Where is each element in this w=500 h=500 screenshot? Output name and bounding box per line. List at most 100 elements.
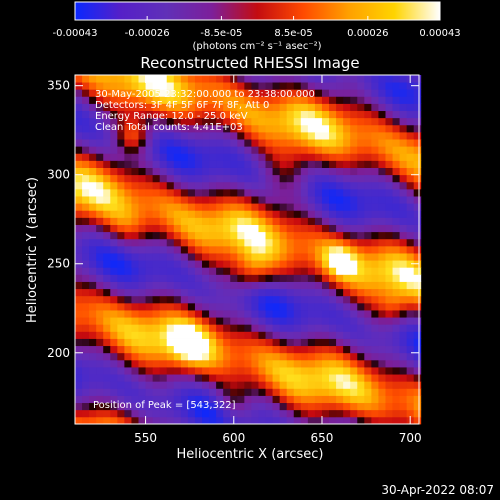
heatmap-cell	[75, 310, 83, 318]
heatmap-cell	[202, 210, 210, 218]
heatmap-cell	[251, 131, 259, 140]
heatmap-cell	[385, 310, 393, 318]
heatmap-cell	[187, 231, 196, 240]
heatmap-cell	[230, 281, 238, 290]
heatmap-cell	[279, 295, 288, 304]
heatmap-cell	[307, 139, 316, 147]
heatmap-cell	[321, 331, 330, 339]
heatmap-cell	[357, 217, 365, 225]
heatmap-cell	[103, 174, 111, 183]
heatmap-cell	[350, 139, 358, 147]
heatmap-cell	[89, 345, 97, 354]
heatmap-cell	[103, 89, 111, 97]
heatmap-cell	[145, 188, 154, 197]
heatmap-cell	[293, 253, 302, 261]
heatmap-cell	[187, 274, 196, 282]
heatmap-cell	[385, 367, 393, 375]
heatmap-cell	[343, 203, 351, 211]
heatmap-cell	[265, 110, 273, 119]
heatmap-cell	[279, 245, 288, 254]
heatmap-cell	[187, 139, 196, 147]
heatmap-cell	[413, 395, 422, 404]
heatmap-cell	[392, 167, 400, 176]
heatmap-cell	[307, 160, 316, 168]
heatmap-cell	[392, 331, 400, 339]
heatmap-cell	[399, 153, 408, 161]
heatmap-cell	[399, 245, 408, 254]
heatmap-cell	[166, 146, 175, 154]
heatmap-cell	[364, 267, 372, 275]
heatmap-cell	[286, 181, 295, 190]
heatmap-cell	[350, 317, 358, 325]
heatmap-cell	[265, 139, 273, 147]
heatmap-cell	[117, 274, 125, 282]
heatmap-cell	[371, 245, 379, 254]
heatmap-cell	[187, 203, 196, 211]
heatmap-cell	[96, 82, 104, 90]
heatmap-cell	[364, 217, 372, 225]
colorbar-tick-label: 8.5e-05	[274, 28, 312, 39]
heatmap-cell	[202, 317, 210, 325]
heatmap-cell	[413, 174, 422, 183]
heatmap-cell	[364, 153, 372, 161]
heatmap-cell	[244, 167, 252, 176]
heatmap-cell	[286, 131, 295, 140]
heatmap-cell	[350, 253, 358, 261]
heatmap-cell	[286, 402, 295, 411]
heatmap-cell	[131, 295, 139, 304]
heatmap-cell	[279, 181, 288, 190]
heatmap-cell	[300, 416, 309, 425]
heatmap-cell	[251, 117, 259, 126]
heatmap-cell	[357, 338, 365, 347]
heatmap-cell	[173, 359, 182, 368]
heatmap-cell	[392, 181, 400, 190]
heatmap-cell	[131, 367, 139, 375]
heatmap-cell	[89, 124, 97, 133]
heatmap-cell	[138, 224, 146, 233]
heatmap-cell	[152, 324, 161, 332]
heatmap-cell	[187, 288, 196, 297]
heatmap-cell	[166, 416, 175, 425]
heatmap-cell	[82, 416, 90, 425]
heatmap-cell	[371, 174, 379, 183]
heatmap-cell	[279, 331, 288, 339]
heatmap-cell	[194, 409, 203, 418]
heatmap-cell	[209, 160, 217, 168]
heatmap-cell	[272, 117, 281, 126]
heatmap-cell	[152, 295, 161, 304]
heatmap-cell	[321, 167, 330, 176]
heatmap-cell	[89, 139, 97, 147]
heatmap-cell	[314, 210, 323, 218]
heatmap-cell	[209, 352, 217, 361]
heatmap-cell	[223, 260, 231, 268]
heatmap-cell	[343, 388, 351, 396]
heatmap-cell	[321, 210, 330, 218]
heatmap-cell	[293, 245, 302, 254]
heatmap-cell	[145, 395, 154, 404]
heatmap-cell	[124, 231, 132, 240]
heatmap-cell	[110, 310, 118, 318]
heatmap-cell	[406, 89, 415, 97]
heatmap-cell	[413, 295, 422, 304]
heatmap-cell	[159, 416, 168, 425]
heatmap-cell	[145, 295, 154, 304]
heatmap-cell	[350, 89, 358, 97]
heatmap-cell	[279, 409, 288, 418]
heatmap-cell	[406, 395, 415, 404]
heatmap-cell	[82, 153, 90, 161]
heatmap-cell	[244, 381, 252, 389]
heatmap-cell	[321, 295, 330, 304]
heatmap-cell	[321, 388, 330, 396]
heatmap-cell	[385, 245, 393, 254]
heatmap-cell	[286, 302, 295, 311]
heatmap-cell	[180, 345, 189, 354]
heatmap-cell	[173, 103, 182, 112]
heatmap-cell	[307, 416, 316, 425]
heatmap-cell	[152, 388, 161, 396]
heatmap-cell	[336, 117, 344, 126]
heatmap-cell	[152, 345, 161, 354]
heatmap-cell	[103, 402, 111, 411]
heatmap-cell	[216, 217, 224, 225]
heatmap-cell	[350, 124, 358, 133]
heatmap-cell	[300, 310, 309, 318]
